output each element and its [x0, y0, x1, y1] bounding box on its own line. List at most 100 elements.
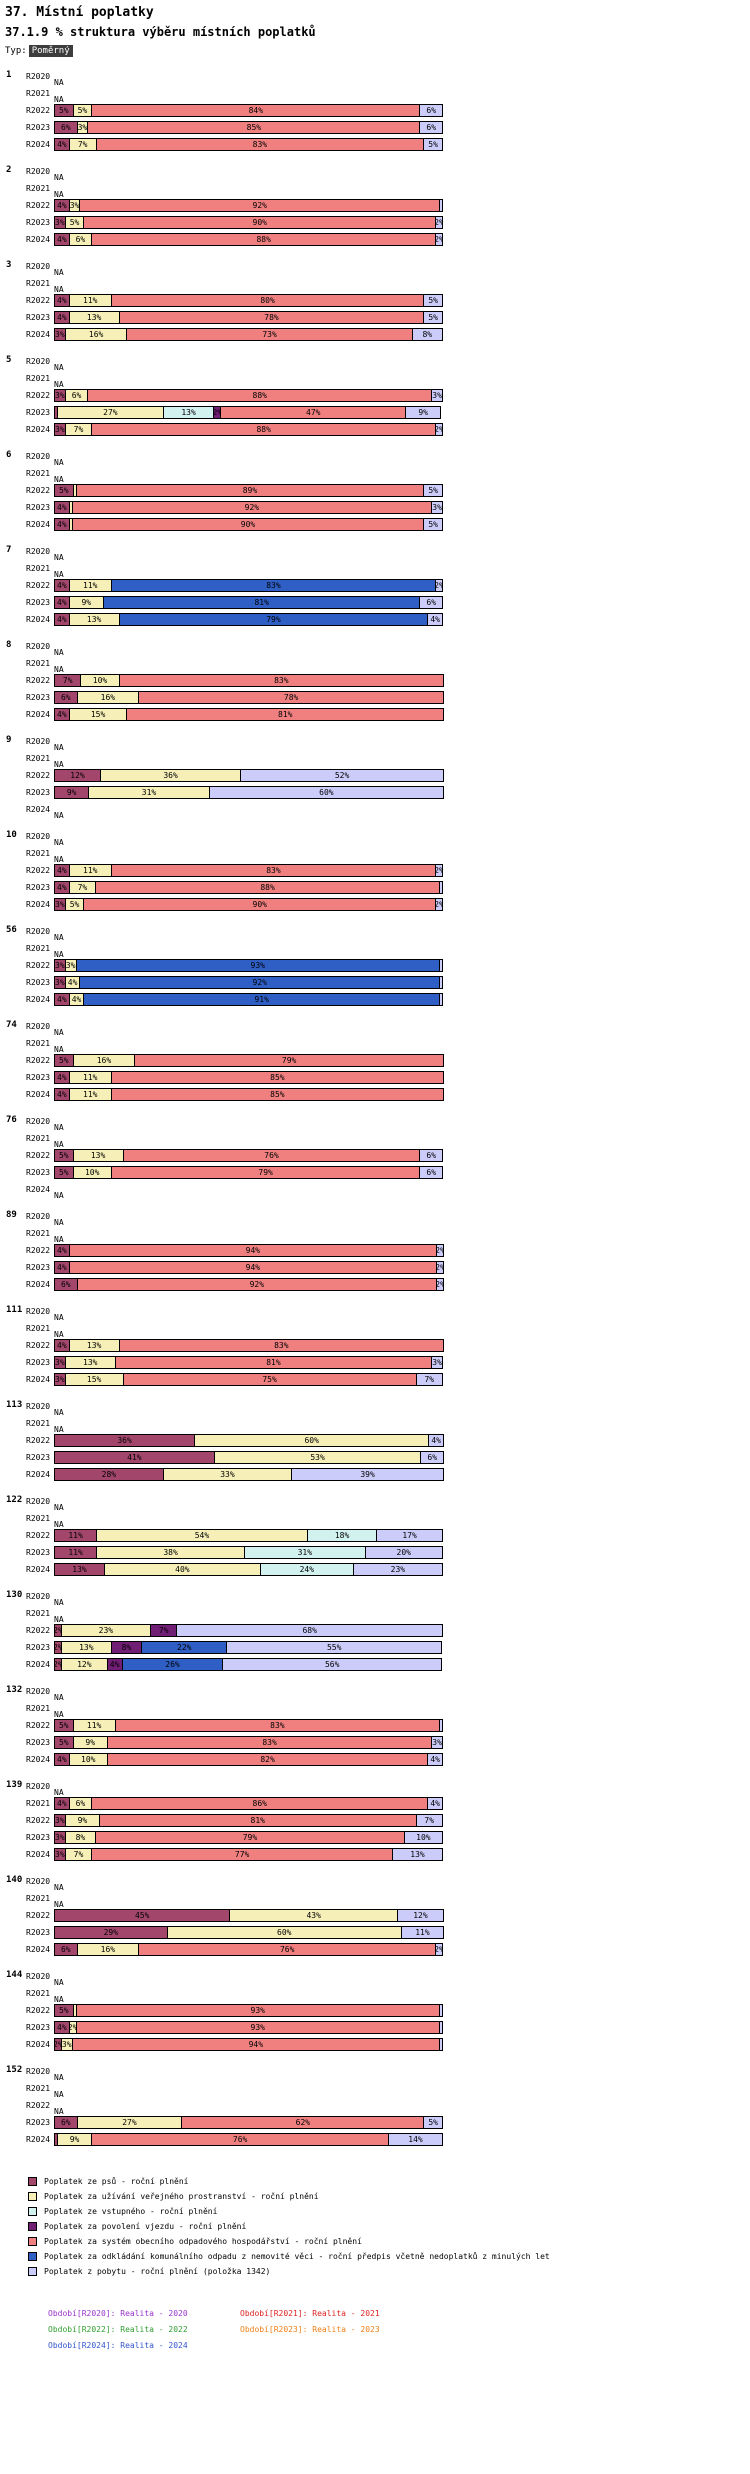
bar-segment-psi: 4% [54, 1797, 70, 1810]
row-year-label: R2021 [26, 1989, 51, 1998]
stacked-bar: 2%12%4%26%56% [54, 1658, 446, 1671]
bar-area: NA [54, 355, 446, 372]
row-year-label: R2023 [26, 978, 51, 987]
na-value: NA [54, 1615, 64, 1624]
bar-segment-pobyt: 3% [431, 1356, 443, 1369]
chart-row: R2020 NA [26, 1493, 750, 1512]
bar-segment-pobyt: 23% [352, 1563, 443, 1576]
row-year-label: R2020 [26, 1022, 51, 1031]
stacked-bar: 4% 11% 85% [54, 1071, 446, 1084]
bar-segment-psi: 4% [54, 993, 70, 1006]
row-year-label: R2023 [26, 503, 51, 512]
bar-segment-prostranstvi: 11% [68, 864, 112, 877]
chart-row: R2022 3% 6% 88% 3% [26, 387, 750, 404]
chart-row: R2021 NA [26, 370, 750, 389]
legend-label-vstupne: Poplatek ze vstupného - roční plnění [44, 2207, 218, 2216]
group-id-label: 111 [6, 1305, 23, 1315]
period-label-R2022: Období[R2022]: Realita - 2022 [48, 2324, 188, 2334]
na-value: NA [54, 1235, 64, 1244]
bar-segment-prostranstvi: 10% [80, 674, 120, 687]
na-value: NA [54, 1900, 64, 1909]
chart-row: R2022 NA [26, 2097, 750, 2116]
row-year-label: R2023 [26, 598, 51, 607]
bar-segment-psi: 4% [54, 1071, 70, 1084]
bar-segment-prostranstvi: 7% [64, 423, 93, 436]
page-subtitle: 37.1.9 % struktura výběru místních popla… [5, 25, 316, 39]
chart-row: R2020 NA [26, 1968, 750, 1987]
bar-segment-psi: 6% [54, 121, 78, 134]
bar-segment-pobyt: 56% [222, 1658, 442, 1671]
stacked-bar: 2%3%94% [54, 2038, 446, 2051]
bar-segment-prostranstvi: 36% [100, 769, 242, 782]
chart-row: R2024 4% 10% 82% 4% [26, 1751, 750, 1768]
na-value: NA [54, 648, 64, 657]
bar-area: NA [54, 87, 446, 104]
group-rows: R2020 NA R2021 NA R2022 NA R2023 6% 27% 62% 5% R202… [26, 2063, 750, 2148]
row-year-label: R2022 [26, 2101, 51, 2110]
na-value: NA [54, 811, 64, 820]
bar-area: NA [54, 942, 446, 959]
row-year-label: R2022 [26, 676, 51, 685]
bar-segment-prostranstvi: 53% [213, 1451, 422, 1464]
chart-row: R2022 5% 89% 5% [26, 482, 750, 499]
bar-segment-psi: 12% [54, 769, 102, 782]
stacked-bar: 4% 4% 91% [54, 993, 446, 1006]
bar-area: NA [54, 1210, 446, 1227]
stacked-bar: 6% 27% 62% 5% [54, 2116, 446, 2129]
bar-segment-prostranstvi: 11% [68, 1088, 112, 1101]
stacked-bar: 11% 54% 18% 17% [54, 1529, 446, 1542]
bar-segment-pobyt: 52% [240, 769, 444, 782]
bar-area: NA [54, 1115, 446, 1132]
bar-area: 4% 13% 83% [54, 1339, 446, 1352]
bar-segment-prostranstvi: 16% [76, 691, 140, 704]
bar-segment-vstupne: 18% [306, 1529, 378, 1542]
chart-group-10: 10R2020NAR2021NAR20224%11%83%2%R20234%7%… [0, 828, 750, 913]
bar-segment-odpad_system: 83% [95, 138, 425, 151]
bar-segment-prostranstvi: 9% [56, 2133, 93, 2146]
row-year-label: R2023 [26, 788, 51, 797]
na-value: NA [54, 268, 64, 277]
stacked-bar: 4% 7% 83% 5% [54, 138, 446, 151]
row-year-label: R2020 [26, 1592, 51, 1601]
row-year-label: R2021 [26, 849, 51, 858]
bar-segment-prostranstvi: 13% [68, 613, 120, 626]
na-value: NA [54, 1313, 64, 1322]
bar-segment-pobyt: 55% [226, 1641, 442, 1654]
chart-row: R2020 NA [26, 1398, 750, 1417]
row-year-label: R2024 [26, 2135, 51, 2144]
bar-segment-prostranstvi: 11% [68, 1071, 112, 1084]
na-value: NA [54, 838, 64, 847]
chart-row: R2020 NA [26, 828, 750, 847]
legend-swatch-odpad_system [28, 2237, 37, 2246]
na-value: NA [54, 1028, 64, 1037]
chart-row: R2023 6% 16% 78% [26, 689, 750, 706]
row-year-label: R2024 [26, 1565, 51, 1574]
chart-group-56: 56 R2020 NA R2021 NA R2022 3% 3% 93% R2023 3% 4% 92%… [0, 923, 750, 1008]
bar-segment-pobyt [439, 1719, 443, 1732]
chart-row: R2024 4% 4% 91% [26, 991, 750, 1008]
stacked-bar-chart: 1 R2020 NA R2021 NA R2022 5% 5% 84% 6% R2023 6% 3% 85… [0, 68, 750, 2148]
group-rows: R2020 NA R2021 NA R2022 7% 10% 83% R2023 6% 16% 78%… [26, 638, 750, 723]
row-year-label: R2023 [26, 1833, 51, 1842]
group-id-label: 2 [6, 165, 12, 175]
bar-segment-prostranstvi: 15% [68, 708, 128, 721]
row-year-label: R2021 [26, 184, 51, 193]
chart-row: R2021 NA [26, 1605, 750, 1624]
stacked-bar: 5% 9% 83% 3% [54, 1736, 446, 1749]
bar-segment-odpad_system: 88% [91, 423, 437, 436]
bar-segment-prostranstvi: 11% [72, 1719, 116, 1732]
group-id-label: 9 [6, 735, 12, 745]
chart-row: R2020 NA [26, 1778, 750, 1797]
legend-item-pobyt: Poplatek z pobytu - roční plnění (položk… [28, 2264, 750, 2279]
chart-row: R2024 4% 13% 79% 4% [26, 611, 750, 628]
bar-area: 5% 5% 84% 6% [54, 104, 446, 117]
group-rows: R2020NAR2021NAR20224%11%83%2%R20234%7%88… [26, 828, 750, 913]
row-year-label: R2021 [26, 1324, 51, 1333]
bar-area: NA [54, 657, 446, 674]
bar-area: NA [54, 1512, 446, 1529]
footer-period-labels: Období[R2020]: Realita - 2020 Období[R202… [48, 2305, 750, 2353]
chart-row: R2021 NA [26, 1225, 750, 1244]
bar-area: NA [54, 1970, 446, 1987]
bar-area: 6%92%2% [54, 1278, 446, 1291]
